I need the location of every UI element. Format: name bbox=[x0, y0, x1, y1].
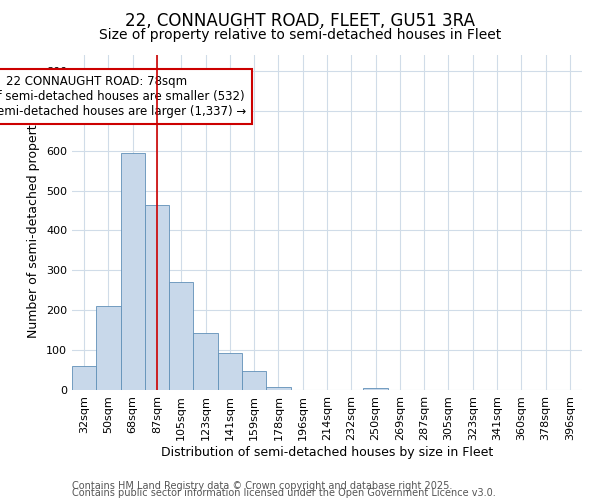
Bar bbox=[72, 366, 96, 390]
Bar bbox=[121, 152, 145, 390]
Bar bbox=[242, 372, 266, 390]
Text: Contains HM Land Registry data © Crown copyright and database right 2025.: Contains HM Land Registry data © Crown c… bbox=[72, 481, 452, 491]
Bar bbox=[364, 388, 388, 390]
Y-axis label: Number of semi-detached properties: Number of semi-detached properties bbox=[28, 107, 40, 338]
Text: Contains public sector information licensed under the Open Government Licence v3: Contains public sector information licen… bbox=[72, 488, 496, 498]
Text: 22, CONNAUGHT ROAD, FLEET, GU51 3RA: 22, CONNAUGHT ROAD, FLEET, GU51 3RA bbox=[125, 12, 475, 30]
Bar bbox=[193, 333, 218, 390]
X-axis label: Distribution of semi-detached houses by size in Fleet: Distribution of semi-detached houses by … bbox=[161, 446, 493, 458]
Bar bbox=[266, 387, 290, 390]
Bar bbox=[145, 204, 169, 390]
Bar bbox=[169, 282, 193, 390]
Bar bbox=[218, 354, 242, 390]
Text: 22 CONNAUGHT ROAD: 78sqm
← 28% of semi-detached houses are smaller (532)
72% of : 22 CONNAUGHT ROAD: 78sqm ← 28% of semi-d… bbox=[0, 75, 247, 118]
Bar bbox=[96, 306, 121, 390]
Text: Size of property relative to semi-detached houses in Fleet: Size of property relative to semi-detach… bbox=[99, 28, 501, 42]
